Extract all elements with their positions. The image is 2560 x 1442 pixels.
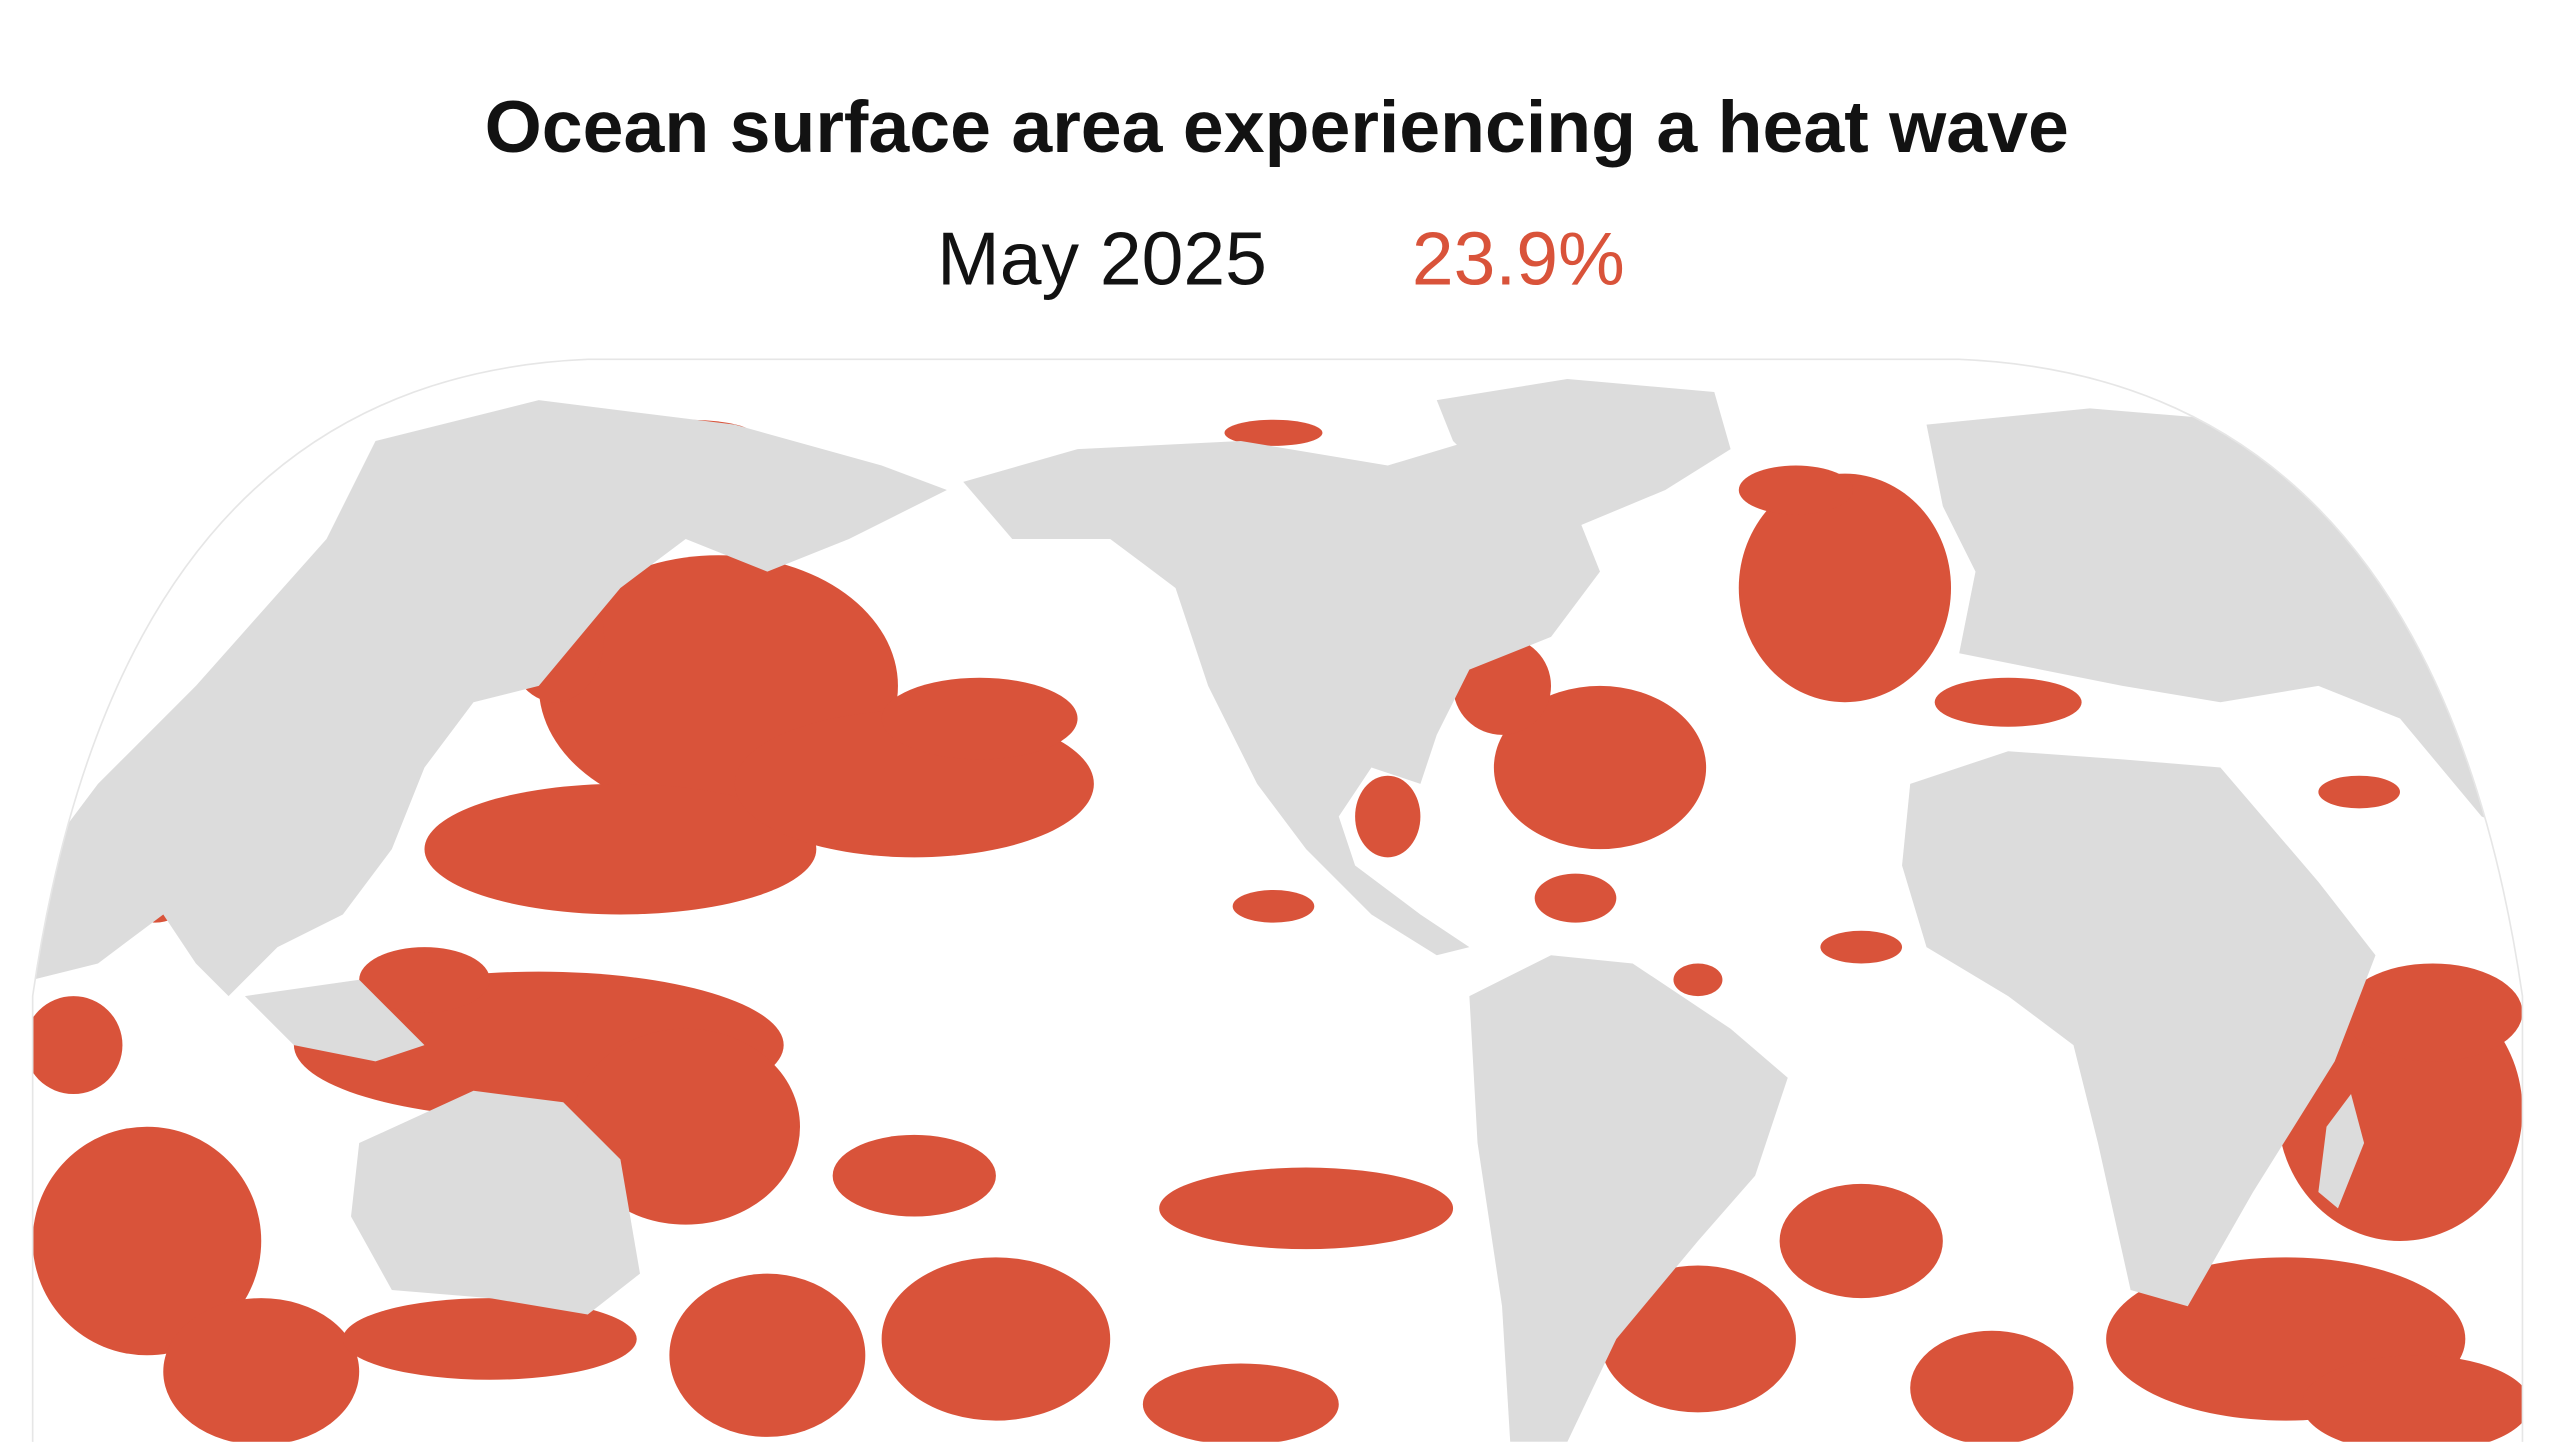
heat-value: 23.9% bbox=[1412, 216, 1625, 300]
map bbox=[32, 359, 2523, 1442]
date: May 2025 bbox=[937, 216, 1267, 300]
title: Ocean surface area experiencing a heat w… bbox=[485, 85, 2069, 168]
map-outline bbox=[31, 358, 2524, 1442]
